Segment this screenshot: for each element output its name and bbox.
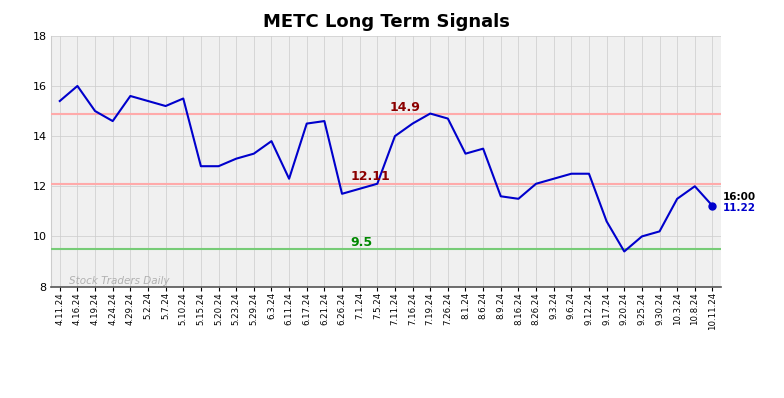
Text: 12.11: 12.11 (350, 170, 390, 183)
Text: 16:00: 16:00 (723, 191, 757, 201)
Title: METC Long Term Signals: METC Long Term Signals (263, 14, 510, 31)
Text: 11.22: 11.22 (723, 203, 756, 213)
Text: Stock Traders Daily: Stock Traders Daily (68, 276, 169, 286)
Text: 9.5: 9.5 (350, 236, 373, 249)
Text: 14.9: 14.9 (390, 101, 420, 113)
